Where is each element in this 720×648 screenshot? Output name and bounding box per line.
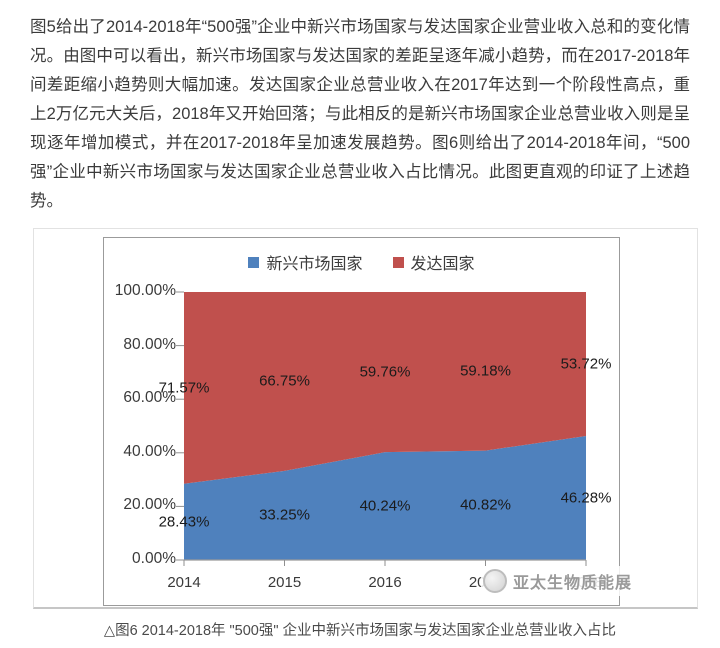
y-axis-label: 40.00% <box>123 442 176 460</box>
figure-caption: △图6 2014-2018年 "500强" 企业中新兴市场国家与发达国家企业总营… <box>103 623 617 639</box>
figure-frame: 新兴市场国家 发达国家 0.00% 20.00% 40.00% 60.00% 80.00… <box>33 228 698 609</box>
legend-swatch-emerging-markets <box>248 256 260 268</box>
data-label-developed: 59.76% <box>359 363 411 381</box>
data-label-developed: 66.75% <box>259 372 310 390</box>
stacked-area-plot <box>176 291 587 566</box>
data-label-emerging-markets: 40.24% <box>359 497 411 515</box>
data-label-developed: 53.72% <box>560 355 612 373</box>
y-axis-label: 80.00% <box>123 335 176 353</box>
legend-label-developed: 发达国家 <box>410 256 475 273</box>
x-axis-label: 2014 <box>167 574 201 591</box>
watermark-text: 亚太生物质能展 <box>513 575 633 592</box>
legend-label-emerging-markets: 新兴市场国家 <box>266 256 363 273</box>
legend-item-emerging-markets: 新兴市场国家 <box>248 250 363 274</box>
y-axis-label: 20.00% <box>123 496 176 514</box>
x-axis-label: 2016 <box>368 574 402 591</box>
data-label-emerging-markets: 40.82% <box>460 496 511 514</box>
stacked-area-chart[interactable]: 新兴市场国家 发达国家 0.00% 20.00% 40.00% 60.00% 80.00… <box>103 237 637 606</box>
data-label-developed: 71.57% <box>158 379 210 397</box>
legend-item-developed: 发达国家 <box>392 250 475 274</box>
y-axis-label: 60.00% <box>123 389 176 407</box>
watermark: 亚太生物质能展 <box>481 566 637 596</box>
data-label-emerging-markets: 33.25% <box>259 506 310 524</box>
watermark-logo-icon <box>483 569 507 593</box>
data-label-emerging-markets: 28.43% <box>158 513 210 531</box>
y-axis-label: 0.00% <box>132 550 176 567</box>
data-label-developed: 59.18% <box>460 362 511 380</box>
y-axis-label: 100.00% <box>114 282 176 299</box>
chart-legend: 新兴市场国家 发达国家 <box>104 250 619 274</box>
x-axis-label: 2015 <box>267 574 302 591</box>
data-label-emerging-markets: 46.28% <box>560 489 612 507</box>
intro-paragraph: 图5给出了2014-2018年“500强”企业中新兴市场国家与发达国家企业营业收… <box>30 18 690 210</box>
legend-swatch-developed <box>392 256 404 268</box>
